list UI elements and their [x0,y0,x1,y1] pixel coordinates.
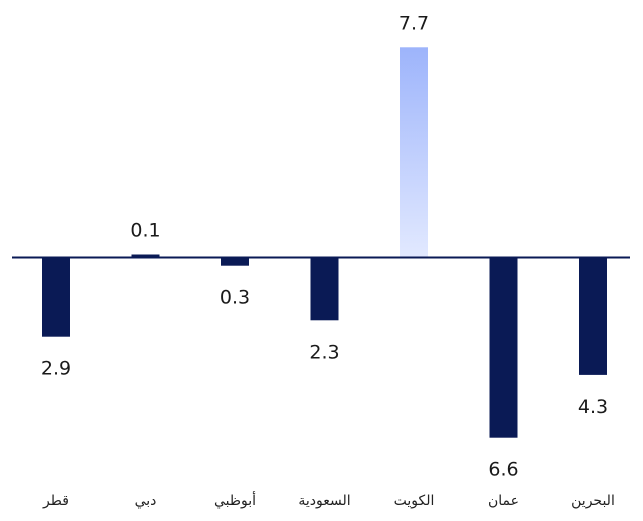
bar-6 [489,257,518,438]
category-label-5: الكويت [394,493,435,509]
bar-5 [400,47,428,258]
bar-1 [42,257,70,337]
category-label-7: البحرين [571,493,615,509]
value-label-3: 0.3 [220,287,250,309]
category-label-6: عمان [488,493,519,509]
bar-4 [310,257,339,321]
bar-7 [579,257,607,375]
value-label-2: 0.1 [130,220,160,242]
value-label-1: 2.9 [41,358,71,380]
value-label-4: 2.3 [309,341,339,363]
category-label-4: السعودية [298,493,350,509]
bar-2 [131,254,160,258]
bar-3 [221,257,249,266]
value-label-7: 4.3 [578,396,608,418]
category-label-2: دبي [135,493,157,509]
value-label-6: 6.6 [488,459,518,481]
value-label-5: 7.7 [399,12,429,34]
category-label-3: أبوظبي [214,491,256,509]
category-label-1: قطر [42,493,69,509]
